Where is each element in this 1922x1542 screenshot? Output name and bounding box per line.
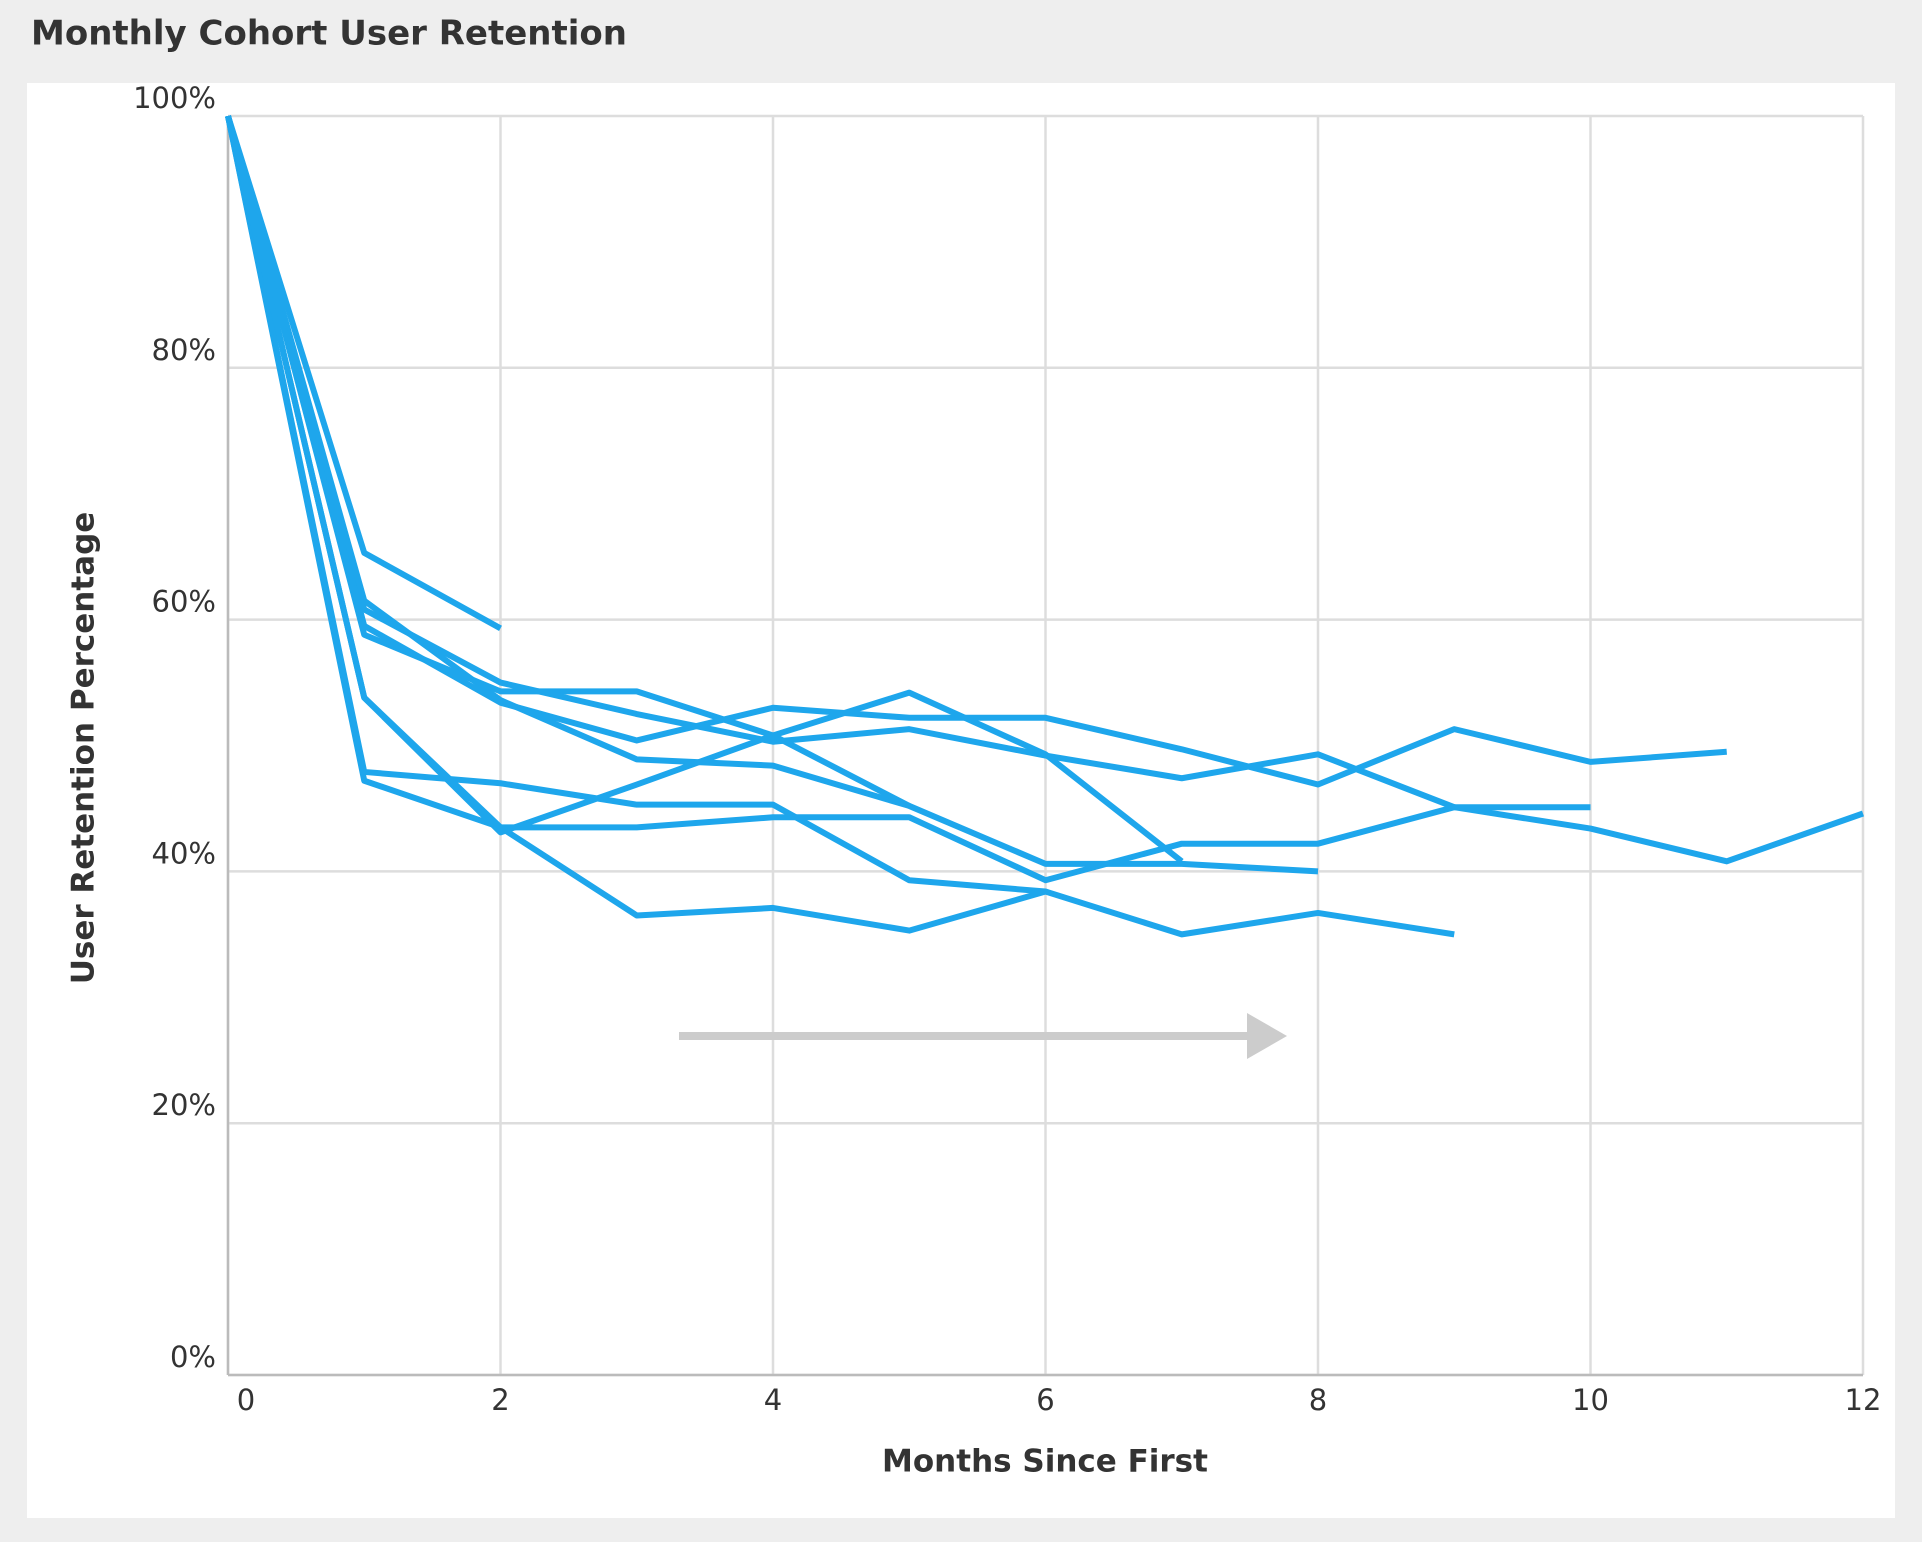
y-axis-label: User Retention Percentage (66, 512, 102, 985)
y-tick-label: 40% (152, 836, 216, 870)
y-tick-label: 80% (152, 333, 216, 367)
cohort-line (225, 115, 1727, 788)
cohort-line (225, 115, 502, 632)
cohort-line (225, 115, 1591, 884)
x-tick-label: 0 (237, 1383, 255, 1417)
y-tick-label: 60% (152, 585, 216, 619)
x-tick-label: 6 (1036, 1383, 1054, 1417)
x-tick-label: 4 (764, 1383, 782, 1417)
cohort-line (225, 115, 1455, 938)
chart-title: Monthly Cohort User Retention (31, 14, 627, 54)
x-tick-label: 10 (1572, 1383, 1609, 1417)
panel (27, 83, 1895, 1518)
y-tick-label: 20% (152, 1088, 216, 1122)
arrow-head (1247, 1013, 1287, 1059)
lines (225, 115, 1864, 938)
x-tick-label: 8 (1309, 1383, 1327, 1417)
x-axis-label: Months Since First (882, 1444, 1208, 1480)
cohort-line (225, 115, 1319, 875)
y-tick-label: 100% (133, 81, 216, 115)
x-tick-label: 12 (1845, 1383, 1882, 1417)
cohort-line (225, 115, 1047, 934)
grid (226, 114, 1865, 1377)
x-tick-label: 2 (491, 1383, 509, 1417)
cohort-line (225, 115, 911, 809)
y-tick-label: 0% (170, 1340, 216, 1374)
arrow (679, 1013, 1287, 1059)
